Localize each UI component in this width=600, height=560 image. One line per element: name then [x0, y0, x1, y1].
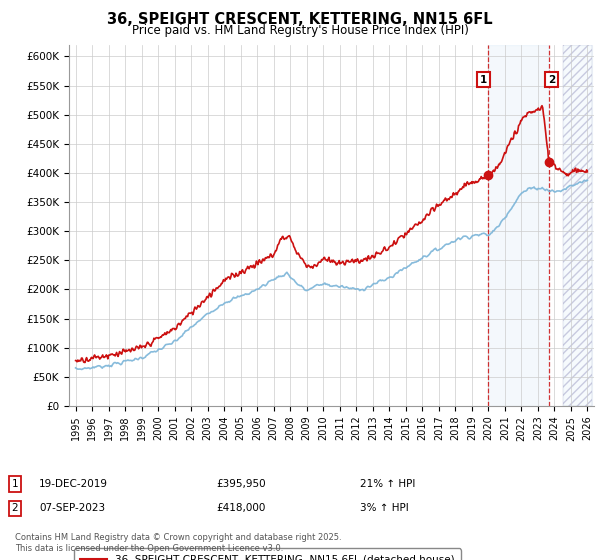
- Legend: 36, SPEIGHT CRESCENT, KETTERING, NN15 6FL (detached house), HPI: Average price, : 36, SPEIGHT CRESCENT, KETTERING, NN15 6F…: [74, 548, 461, 560]
- Text: 1: 1: [11, 479, 19, 489]
- Text: Price paid vs. HM Land Registry's House Price Index (HPI): Price paid vs. HM Land Registry's House …: [131, 24, 469, 36]
- Text: 21% ↑ HPI: 21% ↑ HPI: [360, 479, 415, 489]
- Text: 3% ↑ HPI: 3% ↑ HPI: [360, 503, 409, 514]
- Text: 2: 2: [11, 503, 19, 514]
- Bar: [488, 45, 549, 406]
- Text: 19-DEC-2019: 19-DEC-2019: [39, 479, 108, 489]
- Text: 07-SEP-2023: 07-SEP-2023: [39, 503, 105, 514]
- Text: £395,950: £395,950: [216, 479, 266, 489]
- Text: 2: 2: [548, 74, 555, 85]
- Text: 36, SPEIGHT CRESCENT, KETTERING, NN15 6FL: 36, SPEIGHT CRESCENT, KETTERING, NN15 6F…: [107, 12, 493, 27]
- Text: 1: 1: [480, 74, 487, 85]
- Text: Contains HM Land Registry data © Crown copyright and database right 2025.
This d: Contains HM Land Registry data © Crown c…: [15, 534, 341, 553]
- Bar: [563, 45, 592, 406]
- Text: £418,000: £418,000: [216, 503, 265, 514]
- Bar: [563, 45, 592, 406]
